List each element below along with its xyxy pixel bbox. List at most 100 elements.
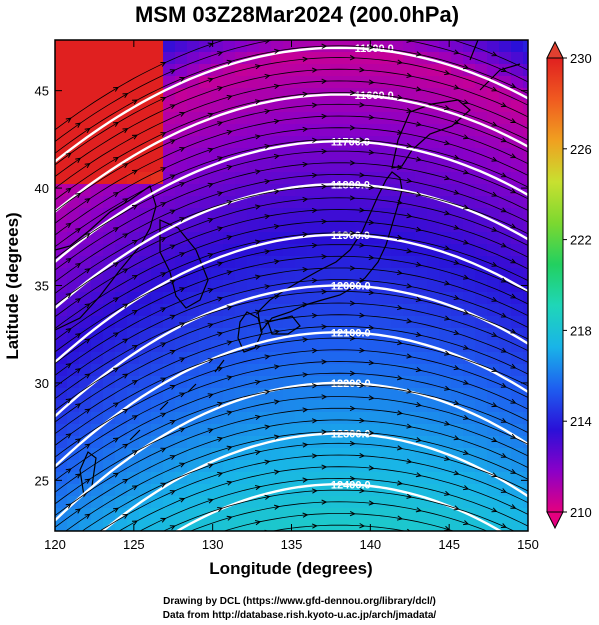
field-cell: [451, 436, 464, 449]
colorbar-tick-label: 222: [570, 233, 592, 248]
wind-arrow: [217, 261, 224, 267]
wind-arrow: [160, 342, 167, 348]
field-cell: [67, 160, 80, 173]
field-cell: [211, 184, 224, 197]
field-cell: [103, 436, 116, 449]
field-cell: [415, 76, 428, 89]
field-cell: [247, 520, 260, 531]
field-cell: [511, 220, 524, 233]
contour-line: [55, 284, 528, 418]
wind-arrow: [160, 97, 167, 102]
field-cell: [379, 292, 392, 305]
contour-label: 12400.0: [331, 479, 371, 491]
field-cell: [379, 352, 392, 365]
field-cell: [379, 316, 392, 329]
wind-arrow: [84, 338, 91, 344]
field-cell: [355, 460, 368, 473]
colorbar: 230 226 222 218 214 210: [546, 40, 592, 530]
wind-arrow: [349, 90, 356, 96]
field-cell: [355, 316, 368, 329]
wind-arrow: [406, 178, 413, 184]
field-cell: [331, 64, 344, 77]
x-tick-label: 150: [517, 537, 539, 552]
field-cell: [79, 316, 92, 329]
wind-arrow: [75, 333, 82, 339]
field-cell: [175, 196, 188, 209]
field-cell: [367, 412, 380, 425]
field-cell: [499, 436, 512, 449]
field-cell: [451, 88, 464, 101]
field-cell: [199, 184, 212, 197]
field-cell: [79, 256, 92, 269]
field-cell: [511, 412, 524, 425]
field-cell: [391, 460, 404, 473]
field-cell: [187, 196, 200, 209]
field-cell: [295, 316, 308, 329]
wind-arrow: [396, 304, 404, 311]
field-cell: [55, 484, 68, 497]
wind-arrow: [160, 377, 167, 383]
wind-arrow: [75, 438, 82, 444]
field-cell: [55, 136, 68, 149]
streamline: [55, 384, 528, 493]
wind-arrow: [311, 102, 318, 108]
wind-arrow: [463, 169, 470, 175]
wind-arrow: [444, 385, 451, 391]
field-cell: [163, 508, 176, 521]
field-cell: [355, 244, 368, 257]
field-cell: [175, 52, 188, 65]
wind-arrow: [349, 160, 356, 166]
field-cell: [163, 448, 176, 461]
field-cell: [139, 52, 152, 65]
wind-arrow: [463, 134, 470, 140]
field-cell: [235, 172, 248, 185]
field-cell: [283, 424, 296, 437]
field-cell: [463, 376, 476, 389]
wind-arrow: [406, 72, 413, 78]
field-cell: [259, 124, 272, 137]
field-cell: [235, 376, 248, 389]
field-cell: [487, 148, 500, 161]
field-cell: [367, 448, 380, 461]
field-cell: [55, 436, 68, 449]
field-cell: [427, 376, 440, 389]
field-cell: [187, 244, 200, 257]
wind-arrow: [226, 59, 233, 65]
field-cell: [391, 148, 404, 161]
streamline: [55, 279, 528, 388]
wind-arrow: [311, 277, 318, 284]
field-cell: [175, 88, 188, 101]
field-cell: [403, 376, 416, 389]
sakhalin-coastline: [469, 40, 521, 91]
field-cell: [499, 292, 512, 305]
wind-arrow: [311, 242, 318, 249]
wind-arrow: [226, 480, 233, 486]
field-cell: [427, 460, 440, 473]
wind-arrow: [415, 331, 422, 337]
wind-arrow: [169, 384, 176, 390]
field-cell: [247, 280, 260, 293]
field-cell: [295, 64, 308, 77]
field-cell: [415, 196, 428, 209]
field-cell: [247, 328, 260, 341]
field-cell: [163, 292, 176, 305]
field-cell: [283, 340, 296, 353]
field-cell: [307, 352, 320, 365]
field-cell: [259, 496, 272, 509]
field-cell: [415, 172, 428, 185]
y-tick-label: 30: [35, 376, 49, 391]
contour-label: 11600.0: [355, 90, 394, 102]
field-cell: [439, 292, 452, 305]
field-cell: [523, 112, 528, 125]
field-cell: [391, 520, 404, 531]
wind-arrow: [179, 497, 186, 503]
field-cell: [211, 124, 224, 137]
wind-arrow: [84, 162, 91, 169]
wind-arrow: [169, 69, 176, 75]
wind-arrow: [65, 468, 72, 474]
field-cell: [499, 184, 512, 197]
field-cell: [79, 352, 92, 365]
field-cell: [259, 112, 272, 125]
field-cell: [355, 484, 368, 497]
streamline: [55, 185, 528, 294]
